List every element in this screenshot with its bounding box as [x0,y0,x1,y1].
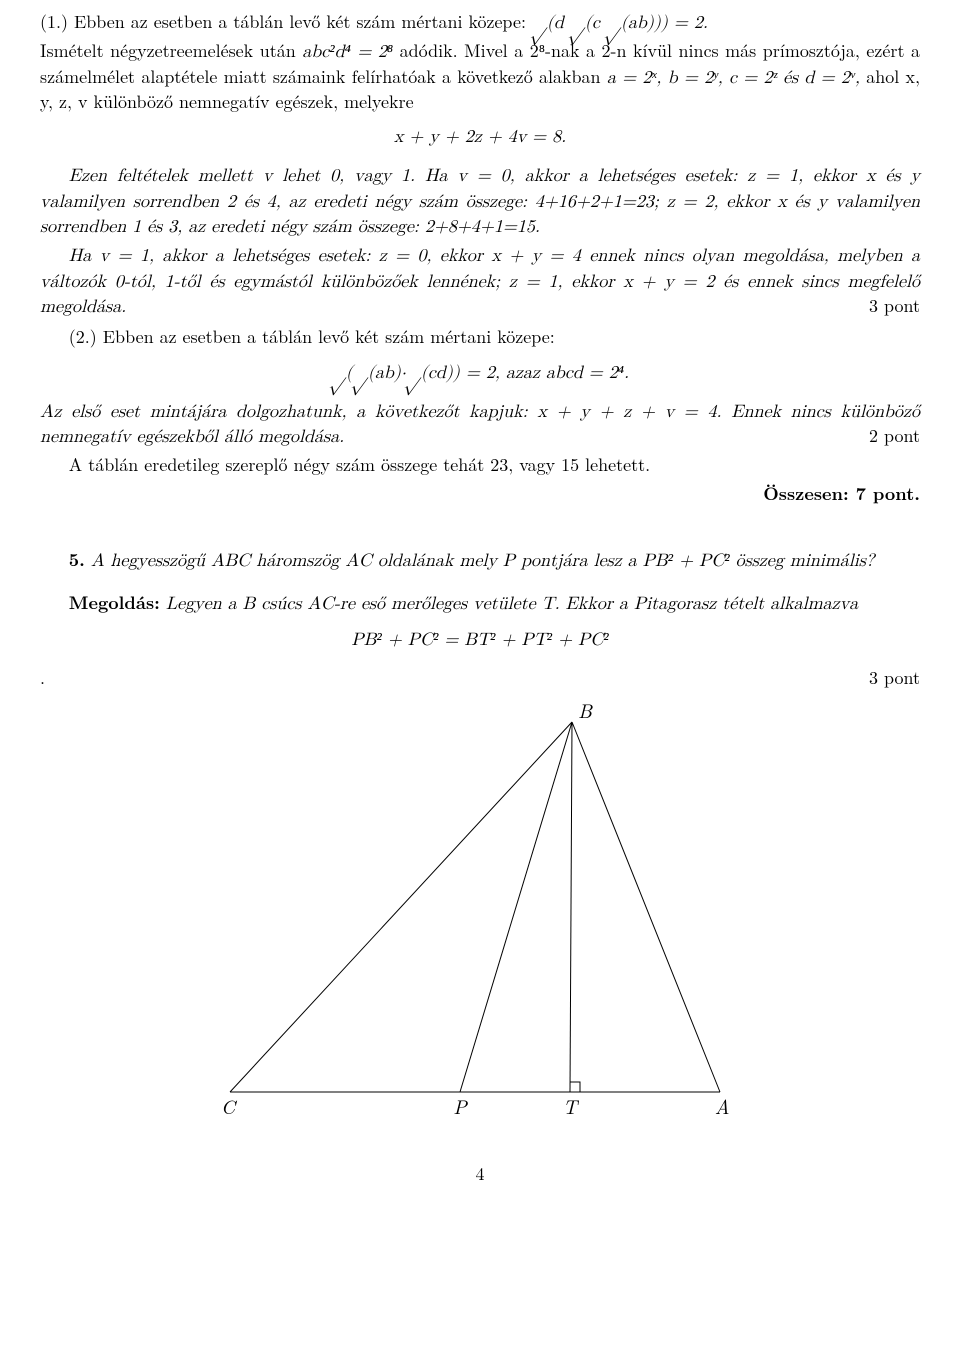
para4a-text: (2.) Ebben az esetben a táblán levő két … [69,324,555,349]
dot-line: . 3 pont [40,666,920,690]
para-2: Ezen feltételek mellett v lehet 0, vagy … [40,163,920,239]
eq1-inline: √(d √(c √(ab))) = 2. [532,14,708,32]
eq-center-3: PB² + PC² = BT² + PT² + PC² [40,627,920,652]
para-6: A táblán eredetileg szereplő négy szám ö… [40,453,920,477]
points-3: 3 pont [840,294,920,318]
page-number: 4 [40,1162,920,1186]
svg-text:C: C [221,1091,238,1120]
megoldas-para: Megoldás: Legyen a B csúcs AC-re eső mer… [40,591,920,616]
para1b-text: Ismételt négyzetreemelések után [40,38,302,63]
para2a-text: Ezen feltételek mellett v lehet 0, vagy … [40,167,920,236]
svg-text:A: A [715,1091,730,1120]
svg-text:P: P [453,1091,468,1120]
para-1b: Ismételt négyzetreemelések után abc²d⁴ =… [40,39,920,114]
points-2: 2 pont [869,424,920,448]
total-line: Összesen: 7 pont. [40,482,920,506]
eq-center-1: x + y + 2z + 4v = 8. [40,124,920,149]
eq-center-2-text: √(√(ab)·√(cd)) = 2, azaz abcd = 2⁴. [331,364,629,382]
problem-5: 5. A hegyesszögű ABC háromszög AC oldalá… [40,548,920,573]
megoldas-text: Legyen a B csúcs AC-re eső merőleges vet… [166,595,858,613]
para-1: (1.) Ebben az esetben a táblán levő két … [40,10,920,35]
osszesen-text: Összesen: 7 pont. [763,481,920,506]
para5a-text: Az első eset mintájára dolgozhatunk, a k… [40,403,920,446]
eq1b-inline: abc²d⁴ = 2⁸ [302,43,393,61]
points-3b: 3 pont [869,666,920,690]
problem5-text: A hegyesszögű ABC háromszög AC oldalának… [91,552,874,570]
eq-center-3-text: PB² + PC² = BT² + PT² + PC² [351,631,608,649]
para-5: Az első eset mintájára dolgozhatunk, a k… [40,399,920,450]
para-4: (2.) Ebben az esetben a táblán levő két … [40,325,920,349]
para-3: Ha v = 1, akkor a lehetséges esetek: z =… [40,243,920,319]
megoldas-label: Megoldás: [69,590,160,615]
para6a-text: A táblán eredetileg szereplő négy szám ö… [69,452,650,477]
para3a-text: Ha v = 1, akkor a lehetséges esetek: z =… [40,247,920,316]
dot-text: . [40,665,45,690]
eq-center-1-text: x + y + 2z + 4v = 8. [394,128,566,146]
problem5-label: 5. [69,547,85,572]
para1a-text: (1.) Ebben az esetben a táblán levő két … [40,9,532,34]
triangle-diagram: B C P T A [200,702,760,1122]
eq-center-2: √(√(ab)·√(cd)) = 2, azaz abcd = 2⁴. [40,360,920,385]
eq1d-inline: a = 2ˣ, b = 2ʸ, c = 2ᶻ és d = 2ᵛ, [607,69,860,87]
svg-text:B: B [578,702,593,724]
svg-text:T: T [563,1091,580,1120]
